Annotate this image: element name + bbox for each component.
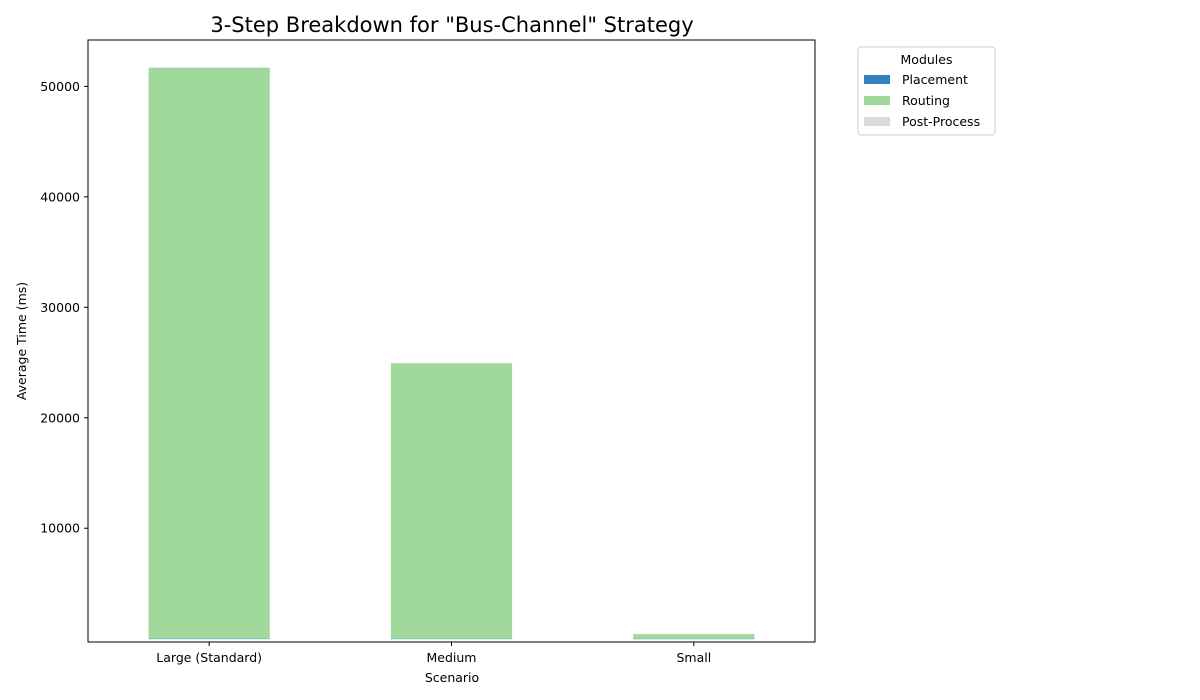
y-tick-label: 50000	[40, 79, 80, 94]
x-tick-label: Large (Standard)	[156, 650, 262, 665]
bar-routing-0	[148, 67, 270, 639]
legend-swatch-placement	[864, 75, 890, 84]
legend-label: Routing	[902, 93, 950, 108]
legend-label: Placement	[902, 72, 968, 87]
bar-post-process-1	[390, 363, 513, 364]
plot-area: Large (Standard) Medium Small 10000 20000 300…	[40, 39, 816, 665]
legend: Modules Placement Routing Post-Process	[857, 46, 996, 136]
legend-title: Modules	[901, 52, 953, 67]
legend-swatch-post-process	[864, 117, 890, 126]
x-tick-label: Small	[676, 650, 711, 665]
legend-label: Post-Process	[902, 114, 980, 129]
y-axis-title: Average Time (ms)	[14, 282, 29, 400]
bar-post-process-2	[633, 633, 755, 635]
bar-post-process-0	[148, 67, 270, 69]
legend-swatch-routing	[864, 96, 890, 105]
y-tick-label: 30000	[40, 300, 80, 315]
bar-routing-1	[390, 363, 513, 639]
bar-placement-1	[390, 638, 513, 640]
x-tick-label: Medium	[427, 650, 477, 665]
bar-placement-2	[633, 638, 755, 640]
x-axis-title: Scenario	[425, 670, 479, 685]
y-tick-label: 40000	[40, 189, 80, 204]
bar-placement-0	[148, 638, 270, 640]
y-tick-label: 10000	[40, 521, 80, 536]
y-tick-label: 20000	[40, 410, 80, 425]
plot-frame	[87, 39, 816, 643]
chart-title: 3-Step Breakdown for "Bus-Channel" Strat…	[210, 13, 693, 37]
bar-routing-2	[633, 633, 755, 639]
legend-box	[857, 46, 996, 136]
